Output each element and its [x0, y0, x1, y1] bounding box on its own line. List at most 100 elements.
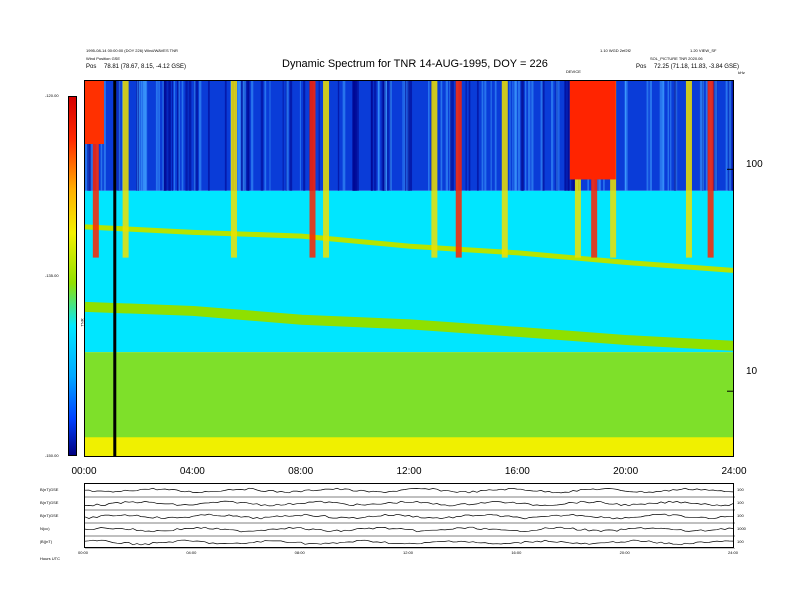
- texture-stripe: [246, 81, 248, 191]
- texture-stripe: [371, 81, 373, 191]
- texture-stripe: [176, 81, 179, 191]
- bottom-timeseries-panel: [84, 483, 735, 550]
- texture-stripe: [449, 81, 452, 191]
- texture-stripe: [481, 81, 484, 191]
- burst-7: [501, 81, 508, 258]
- texture-stripe: [673, 81, 677, 191]
- texture-stripe: [165, 81, 168, 191]
- texture-stripe: [373, 81, 377, 191]
- bottom-row-label-4: |B|(nT): [40, 539, 53, 544]
- texture-stripe: [670, 81, 672, 191]
- texture-stripe: [428, 81, 430, 191]
- texture-stripe: [207, 81, 210, 191]
- texture-stripe: [178, 81, 180, 191]
- texture-stripe: [564, 81, 566, 191]
- texture-stripe: [195, 81, 199, 191]
- texture-stripe: [173, 81, 176, 191]
- bottom-row-right-label-1: 100: [737, 500, 744, 505]
- texture-stripe: [286, 81, 289, 191]
- texture-stripe: [714, 81, 718, 191]
- major-burst: [569, 81, 616, 180]
- texture-stripe: [404, 81, 407, 191]
- bottom-trace-0: [84, 487, 734, 494]
- bottom-trace-4: [84, 539, 734, 546]
- texture-stripe: [531, 81, 534, 191]
- texture-stripe: [260, 81, 264, 191]
- texture-stripe: [387, 81, 389, 191]
- texture-stripe: [242, 81, 244, 191]
- header-left-line1: 1995-08-14 00:00:00 (DOY 226) Wind/WAVES…: [86, 48, 178, 53]
- bottom-row-label-2: B(nT)GSE: [40, 513, 59, 518]
- texture-stripe: [158, 81, 160, 191]
- texture-stripe: [138, 81, 141, 191]
- header-right-top-mark: kHz: [738, 70, 745, 75]
- texture-stripe: [238, 81, 242, 191]
- texture-stripe: [468, 81, 471, 191]
- texture-stripe: [567, 81, 569, 191]
- texture-stripe: [565, 81, 567, 191]
- header-left-line2: Wind Position GSE: [86, 56, 121, 61]
- texture-stripe: [282, 81, 284, 191]
- texture-stripe: [728, 81, 732, 191]
- texture-stripe: [181, 81, 184, 191]
- x-tick-3: 12:00: [396, 466, 422, 477]
- texture-stripe: [465, 81, 467, 191]
- bottom-row-label-0: B(nT)GSE: [40, 487, 59, 492]
- texture-stripe: [138, 81, 140, 191]
- burst-2: [230, 81, 237, 258]
- bottom-x-tick-4: 16:00: [511, 550, 522, 555]
- burst-12: [707, 81, 714, 258]
- header-left-pos-label: Pos: [86, 64, 97, 70]
- texture-stripe: [662, 81, 665, 191]
- texture-stripe: [521, 81, 524, 191]
- texture-stripe: [528, 81, 531, 191]
- texture-stripe: [269, 81, 271, 191]
- bottom-trace-1: [84, 500, 734, 507]
- x-tick-0: 00:00: [71, 466, 97, 477]
- texture-stripe: [624, 81, 627, 191]
- x-tick-6: 24:00: [721, 466, 747, 477]
- bottom-x-tick-1: 04:00: [186, 550, 197, 555]
- texture-stripe: [356, 81, 359, 191]
- texture-stripe: [649, 81, 653, 191]
- texture-stripe: [140, 81, 143, 191]
- bottom-x-tick-5: 20:00: [619, 550, 630, 555]
- texture-stripe: [445, 81, 449, 191]
- texture-stripe: [524, 81, 527, 191]
- texture-stripe: [699, 81, 703, 191]
- texture-stripe: [163, 81, 166, 191]
- texture-stripe: [556, 81, 558, 191]
- header-center-mark: DEVICE: [566, 69, 581, 74]
- texture-stripe: [659, 81, 662, 191]
- texture-stripe: [409, 81, 413, 191]
- texture-stripe: [251, 81, 254, 191]
- texture-stripe: [490, 81, 492, 191]
- bottom-row-right-label-0: 100: [737, 487, 744, 492]
- burst-5: [431, 81, 438, 258]
- burst-0: [92, 81, 99, 258]
- texture-stripe: [402, 81, 404, 191]
- texture-stripe: [551, 81, 554, 191]
- burst-6: [455, 81, 462, 258]
- texture-stripe: [568, 81, 571, 191]
- bottom-trace-3: [84, 526, 734, 533]
- early-burst: [85, 81, 104, 145]
- texture-stripe: [517, 81, 521, 191]
- texture-stripe: [509, 81, 511, 191]
- burst-1: [122, 81, 129, 258]
- texture-stripe: [199, 81, 202, 191]
- texture-stripe: [171, 81, 173, 191]
- texture-stripe: [337, 81, 340, 191]
- texture-stripe: [247, 81, 249, 191]
- texture-stripe: [299, 81, 301, 191]
- texture-stripe: [185, 81, 188, 191]
- colorbar-tick-bottom: -150.00: [45, 453, 59, 458]
- texture-stripe: [169, 81, 172, 191]
- texture-stripe: [241, 81, 244, 191]
- texture-stripe: [167, 81, 171, 191]
- header-right-pos-value: 72.25 (71.18, 11.83, -3.84 GSE): [654, 64, 739, 70]
- texture-stripe: [354, 81, 356, 191]
- texture-stripe: [352, 81, 354, 191]
- texture-stripe: [476, 81, 479, 191]
- texture-stripe: [384, 81, 388, 191]
